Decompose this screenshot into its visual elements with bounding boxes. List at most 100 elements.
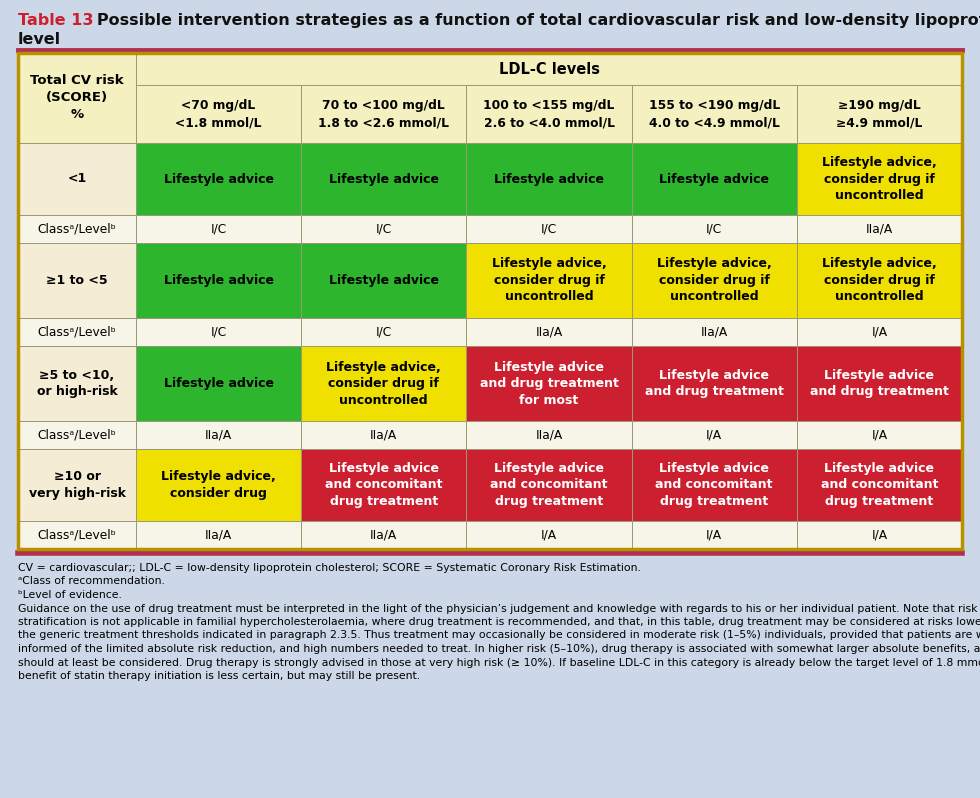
Text: ≥1 to <5: ≥1 to <5 (46, 274, 108, 287)
Bar (797, 346, 962, 421)
Bar (18, 53, 962, 549)
Bar (797, 143, 962, 215)
Bar (18, 449, 136, 521)
Bar (18, 521, 136, 549)
Text: I/C: I/C (375, 326, 392, 338)
Bar (631, 421, 797, 449)
Text: IIa/A: IIa/A (205, 528, 232, 542)
Bar (631, 318, 797, 346)
Bar (466, 243, 631, 318)
Text: Lifestyle advice
and concomitant
drug treatment: Lifestyle advice and concomitant drug tr… (325, 462, 443, 508)
Text: 70 to <100 mg/dL
1.8 to <2.6 mmol/L: 70 to <100 mg/dL 1.8 to <2.6 mmol/L (318, 99, 449, 129)
Bar (466, 215, 631, 243)
Text: Lifestyle advice: Lifestyle advice (329, 274, 439, 287)
Bar (301, 243, 466, 318)
Bar (136, 449, 301, 521)
Text: IIa/A: IIa/A (701, 326, 728, 338)
Text: Table 13: Table 13 (18, 13, 93, 28)
Text: ≥10 or
very high-risk: ≥10 or very high-risk (28, 471, 125, 500)
Text: ≥190 mg/dL
≥4.9 mmol/L: ≥190 mg/dL ≥4.9 mmol/L (836, 99, 922, 129)
Bar (631, 215, 797, 243)
Bar (18, 53, 136, 143)
Bar (797, 243, 962, 318)
Bar (631, 85, 797, 143)
Bar (631, 521, 797, 549)
Text: Lifestyle advice: Lifestyle advice (660, 172, 769, 185)
Text: Lifestyle advice
and concomitant
drug treatment: Lifestyle advice and concomitant drug tr… (820, 462, 938, 508)
Bar (301, 215, 466, 243)
Bar (466, 346, 631, 421)
Text: ᵇLevel of evidence.: ᵇLevel of evidence. (18, 590, 122, 600)
Text: Classᵃ/Levelᵇ: Classᵃ/Levelᵇ (37, 429, 117, 441)
Text: informed of the limited absolute risk reduction, and high numbers needed to trea: informed of the limited absolute risk re… (18, 644, 980, 654)
Bar (136, 521, 301, 549)
Text: benefit of statin therapy initiation is less certain, but may still be present.: benefit of statin therapy initiation is … (18, 671, 420, 681)
Bar (18, 143, 136, 215)
Bar (797, 85, 962, 143)
Text: I/C: I/C (375, 223, 392, 235)
Bar (136, 421, 301, 449)
Bar (18, 318, 136, 346)
Text: I/A: I/A (871, 528, 888, 542)
Text: Lifestyle advice: Lifestyle advice (164, 377, 273, 390)
Text: I/A: I/A (871, 326, 888, 338)
Text: I/A: I/A (871, 429, 888, 441)
Text: level: level (18, 32, 61, 47)
Bar (136, 53, 962, 85)
Bar (18, 243, 136, 318)
Text: should at least be considered. Drug therapy is strongly advised in those at very: should at least be considered. Drug ther… (18, 658, 980, 667)
Text: <1: <1 (68, 172, 86, 185)
Text: Lifestyle advice,
consider drug if
uncontrolled: Lifestyle advice, consider drug if uncon… (822, 156, 937, 202)
Text: stratification is not applicable in familial hypercholesterolaemia, where drug t: stratification is not applicable in fami… (18, 617, 980, 627)
Text: I/A: I/A (707, 528, 722, 542)
Text: the generic treatment thresholds indicated in paragraph 2.3.5. Thus treatment ma: the generic treatment thresholds indicat… (18, 630, 980, 641)
Text: Classᵃ/Levelᵇ: Classᵃ/Levelᵇ (37, 528, 117, 542)
Text: I/C: I/C (706, 223, 722, 235)
Text: Lifestyle advice: Lifestyle advice (329, 172, 439, 185)
Text: IIa/A: IIa/A (535, 429, 563, 441)
Bar (301, 318, 466, 346)
Bar (466, 449, 631, 521)
Bar (466, 85, 631, 143)
Text: Lifestyle advice,
consider drug if
uncontrolled: Lifestyle advice, consider drug if uncon… (822, 258, 937, 303)
Text: ᵃClass of recommendation.: ᵃClass of recommendation. (18, 576, 165, 587)
Bar (466, 421, 631, 449)
Text: Possible intervention strategies as a function of total cardiovascular risk and : Possible intervention strategies as a fu… (80, 13, 980, 28)
Bar (136, 143, 301, 215)
Bar (301, 346, 466, 421)
Text: Lifestyle advice
and drug treatment: Lifestyle advice and drug treatment (645, 369, 784, 398)
Bar (136, 85, 301, 143)
Text: Lifestyle advice: Lifestyle advice (164, 274, 273, 287)
Bar (797, 421, 962, 449)
Text: IIa/A: IIa/A (865, 223, 893, 235)
Text: <70 mg/dL
<1.8 mmol/L: <70 mg/dL <1.8 mmol/L (175, 99, 262, 129)
Bar (136, 243, 301, 318)
Text: 100 to <155 mg/dL
2.6 to <4.0 mmol/L: 100 to <155 mg/dL 2.6 to <4.0 mmol/L (483, 99, 614, 129)
Bar (631, 346, 797, 421)
Text: I/C: I/C (541, 223, 557, 235)
Text: IIa/A: IIa/A (535, 326, 563, 338)
Text: Lifestyle advice,
consider drug if
uncontrolled: Lifestyle advice, consider drug if uncon… (657, 258, 771, 303)
Bar (797, 449, 962, 521)
Text: Total CV risk
(SCORE)
%: Total CV risk (SCORE) % (30, 74, 123, 121)
Text: 155 to <190 mg/dL
4.0 to <4.9 mmol/L: 155 to <190 mg/dL 4.0 to <4.9 mmol/L (649, 99, 780, 129)
Bar (466, 521, 631, 549)
Text: IIa/A: IIa/A (370, 429, 398, 441)
Text: Lifestyle advice,
consider drug if
uncontrolled: Lifestyle advice, consider drug if uncon… (326, 361, 441, 406)
Bar (466, 143, 631, 215)
Bar (301, 143, 466, 215)
Bar (301, 449, 466, 521)
Bar (797, 318, 962, 346)
Text: Classᵃ/Levelᵇ: Classᵃ/Levelᵇ (37, 223, 117, 235)
Bar (631, 143, 797, 215)
Text: LDL-C levels: LDL-C levels (499, 61, 600, 77)
Text: IIa/A: IIa/A (370, 528, 398, 542)
Bar (301, 421, 466, 449)
Bar (797, 521, 962, 549)
Text: Lifestyle advice
and drug treatment: Lifestyle advice and drug treatment (809, 369, 949, 398)
Text: Lifestyle advice,
consider drug: Lifestyle advice, consider drug (162, 470, 276, 500)
Bar (18, 215, 136, 243)
Bar (631, 449, 797, 521)
Bar (136, 318, 301, 346)
Bar (301, 521, 466, 549)
